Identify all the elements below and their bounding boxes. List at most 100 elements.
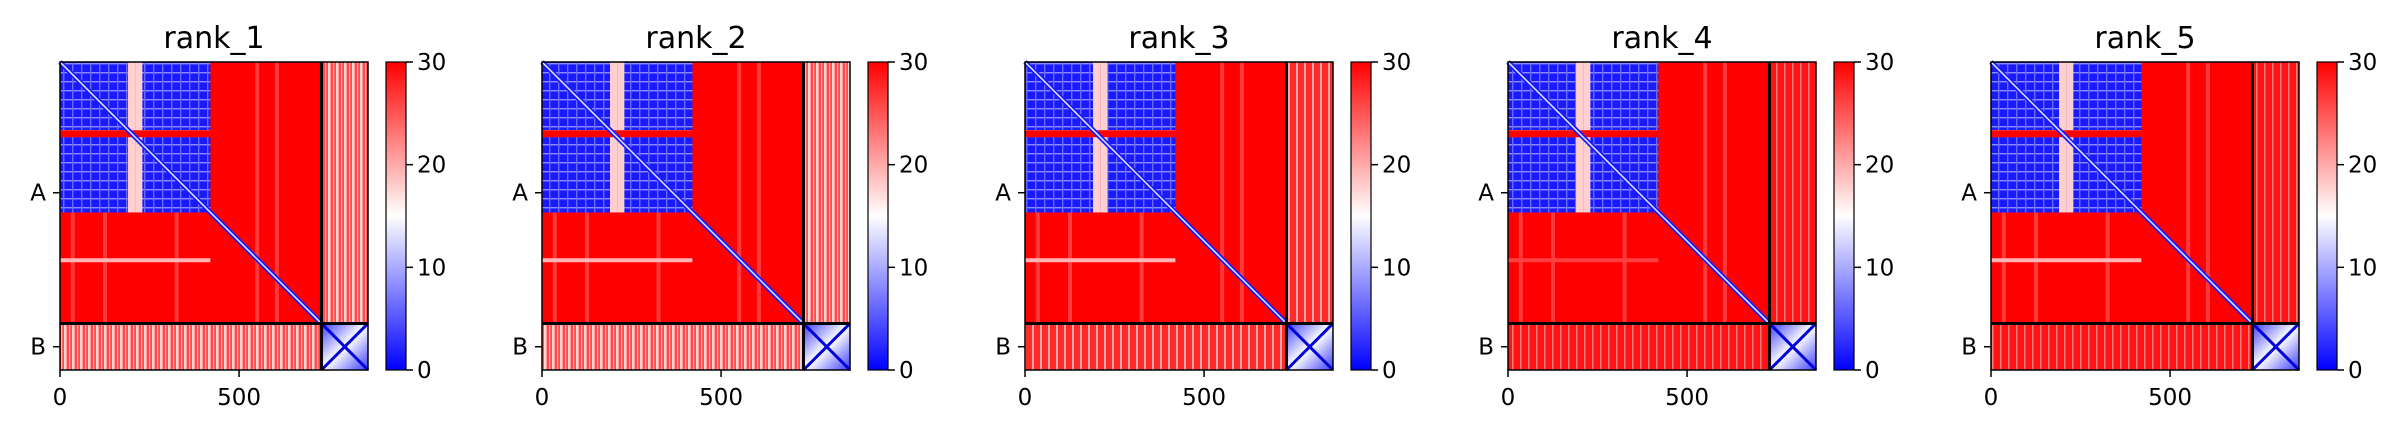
domain-block-2-1 (1991, 137, 2060, 213)
x-tick-label: 0 (1501, 385, 1516, 411)
colorbar-tick-label: 30 (417, 50, 446, 76)
colorbar (2316, 61, 2338, 371)
colorbar-tick-label: 10 (417, 255, 446, 281)
pae-band-5 (2205, 62, 2210, 324)
y-tick-label-B: B (995, 335, 1011, 361)
interchain-stripe-BA (1508, 323, 1770, 370)
colorbar-tick-label: 0 (1865, 358, 1880, 384)
y-tick-label-B: B (512, 335, 528, 361)
colorbar-tick-label: 10 (2348, 255, 2377, 281)
colorbar-tick-label: 0 (1382, 358, 1397, 384)
interchain-stripe-AB (321, 62, 368, 324)
plot-frame (1024, 61, 1334, 371)
pae-band-4 (255, 62, 260, 324)
y-tick-label-B: B (1961, 335, 1977, 361)
x-tick-label: 0 (1984, 385, 1999, 411)
colorbar-tick-label: 30 (1382, 50, 1411, 76)
diagonal-A-highlight (541, 61, 804, 324)
pae-row-band (1508, 258, 1659, 263)
x-tick-label: 500 (699, 385, 743, 411)
panel-title: rank_2 (645, 21, 746, 56)
x-tick-label: 0 (53, 385, 68, 411)
plot-frame (59, 61, 369, 371)
x-tick-label: 500 (1182, 385, 1226, 411)
diagonal-A-highlight (1507, 61, 1770, 324)
y-tick-label-A: A (512, 181, 528, 207)
panel-title: rank_5 (2094, 21, 2195, 56)
domain-block-1-2 (2066, 62, 2142, 131)
pae-row-band (60, 258, 211, 263)
plot-frame (1507, 61, 1817, 371)
pae-row-band (1025, 258, 1176, 263)
pae-band-4 (1703, 62, 1708, 324)
interchain-stripe-AB (803, 62, 850, 324)
domain-block-2-1 (542, 137, 611, 213)
pae-row-band (542, 258, 693, 263)
colorbar-tick-label: 0 (2348, 358, 2363, 384)
domain-block-1-2 (1583, 62, 1659, 131)
domain-block-2-1 (1025, 137, 1094, 213)
colorbar-tick-label: 10 (1382, 255, 1411, 281)
chain-B-antidiagonal (320, 322, 370, 372)
colorbar-tick-label: 20 (1382, 153, 1411, 179)
domain-block-1-2 (617, 62, 693, 131)
interchain-stripe-BA (1991, 323, 2253, 370)
colorbar-tick-label: 10 (899, 255, 928, 281)
colorbar-tick-label: 0 (899, 358, 914, 384)
chain-B-antidiagonal (2251, 322, 2301, 372)
colorbar (1350, 61, 1372, 371)
pae-band-4 (1220, 62, 1225, 324)
interchain-stripe-AB (1769, 62, 1816, 324)
interchain-stripe-BA (542, 323, 804, 370)
pae-band-4 (737, 62, 742, 324)
colorbar-tick-label: 0 (417, 358, 432, 384)
x-tick-label: 0 (535, 385, 550, 411)
panel-title: rank_4 (1611, 21, 1712, 56)
colorbar-tick-label: 20 (1865, 153, 1894, 179)
plot-frame (541, 61, 851, 371)
chain-B-antidiagonal (802, 322, 852, 372)
y-tick-label-B: B (1478, 335, 1494, 361)
interchain-stripe-BA (1025, 323, 1287, 370)
y-tick-label-A: A (1478, 181, 1494, 207)
y-tick-label-B: B (30, 335, 46, 361)
interchain-stripe-BA (60, 323, 322, 370)
domain-block-2-1 (1508, 137, 1577, 213)
chain-B-antidiagonal (1768, 322, 1818, 372)
y-tick-label-A: A (30, 181, 46, 207)
panel-title: rank_3 (1128, 21, 1229, 56)
pae-band-5 (1722, 62, 1727, 324)
pae-band-5 (1239, 62, 1244, 324)
x-tick-label: 500 (217, 385, 261, 411)
colorbar-tick-label: 20 (417, 153, 446, 179)
diagonal-A-highlight (1024, 61, 1287, 324)
domain-block-1-2 (135, 62, 211, 131)
plot-frame (1990, 61, 2300, 371)
colorbar-tick-label: 30 (1865, 50, 1894, 76)
pae-band-5 (756, 62, 761, 324)
pae-band-5 (274, 62, 279, 324)
panel-title: rank_1 (163, 21, 264, 56)
interchain-stripe-AB (2252, 62, 2299, 324)
domain-block-1-2 (1100, 62, 1176, 131)
diagonal-A-highlight (1990, 61, 2253, 324)
diagonal-A-highlight (59, 61, 322, 324)
x-tick-label: 0 (1018, 385, 1033, 411)
pae-band-4 (2186, 62, 2191, 324)
x-tick-label: 500 (2148, 385, 2192, 411)
colorbar (385, 61, 407, 371)
colorbar (867, 61, 889, 371)
colorbar-tick-label: 30 (899, 50, 928, 76)
domain-block-2-1 (60, 137, 129, 213)
colorbar-tick-label: 20 (2348, 153, 2377, 179)
interchain-stripe-AB (1286, 62, 1333, 324)
chain-B-antidiagonal (1285, 322, 1335, 372)
colorbar-tick-label: 30 (2348, 50, 2377, 76)
x-tick-label: 500 (1665, 385, 1709, 411)
